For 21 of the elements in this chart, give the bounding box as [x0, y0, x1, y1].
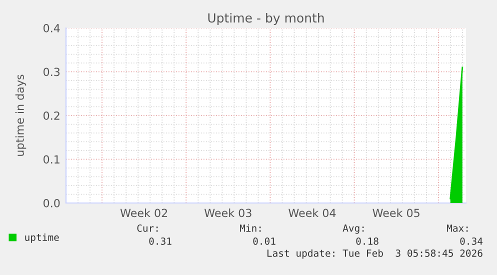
- text: Cur:: [137, 224, 158, 232]
- text: 0.18: [356, 237, 378, 245]
- x-tick-label: Week 05: [372, 208, 420, 218]
- y-tick-label: 0.2: [44, 111, 60, 120]
- x-tick-label: Week 03: [204, 208, 252, 218]
- legend-label: uptime: [25, 233, 59, 243]
- text: Max:: [446, 224, 468, 232]
- chart-title: Uptime - by month: [208, 12, 324, 26]
- text: Last update: Tue Feb 3 05:58:45 2026: [267, 249, 482, 259]
- y-axis-title: uptime in days: [15, 74, 26, 156]
- text: 0.34: [460, 237, 483, 245]
- text: Avg:: [342, 224, 364, 234]
- y-tick-label: 0.3: [44, 68, 60, 76]
- x-tick-label: Week 02: [120, 208, 168, 218]
- x-tick-label: Week 04: [288, 208, 336, 218]
- text: Min:: [240, 224, 261, 232]
- y-tick-label: 0.4: [44, 24, 60, 32]
- y-tick-label: 0.1: [44, 155, 60, 164]
- text: 0.01: [253, 237, 276, 245]
- text: 0.31: [149, 237, 172, 245]
- y-tick-label: 0.0: [44, 198, 60, 208]
